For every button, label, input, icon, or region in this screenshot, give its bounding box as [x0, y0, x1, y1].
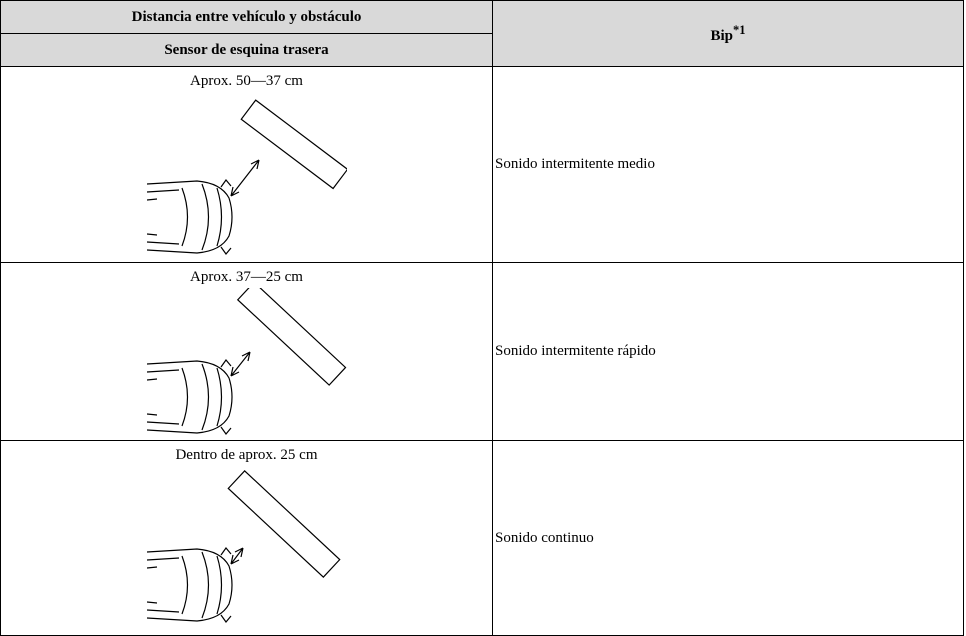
distance-cell: Aprox. 50—37 cm: [0, 66, 493, 263]
distance-text: Aprox. 50—37 cm: [190, 73, 303, 89]
distance-cell: Aprox. 37—25 cm: [0, 262, 493, 441]
header-distance: Distancia entre vehículo y obstáculo: [0, 0, 493, 34]
diagram: [146, 99, 347, 255]
beep-cell: Sonido intermitente rápido: [492, 262, 964, 441]
distance-text: Aprox. 37—25 cm: [190, 269, 303, 285]
distance-text: Dentro de aprox. 25 cm: [175, 447, 318, 463]
header-sensor: Sensor de esquina trasera: [0, 33, 493, 67]
distance-cell: Dentro de aprox. 25 cm: [0, 440, 493, 636]
beep-cell: Sonido intermitente medio: [492, 66, 964, 263]
diagram: [146, 288, 346, 435]
header-beep: Bip*1: [492, 0, 964, 67]
diagram: [146, 470, 341, 623]
beep-cell: Sonido continuo: [492, 440, 964, 636]
footnote-ref: *1: [733, 22, 746, 37]
header-beep-text: Bip: [710, 27, 733, 44]
